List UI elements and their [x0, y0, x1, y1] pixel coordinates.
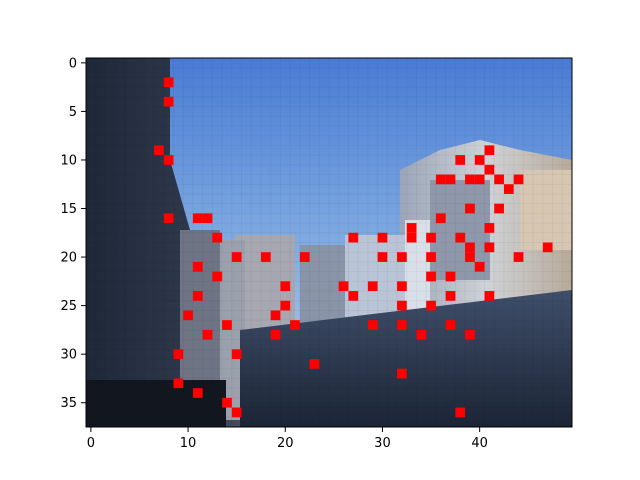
marker-point [163, 213, 174, 224]
marker-point [163, 96, 174, 107]
y-tick-label: 30 [60, 348, 77, 363]
marker-point [192, 388, 203, 398]
marker-point [183, 310, 193, 321]
marker-point [484, 223, 495, 233]
marker-point [474, 174, 485, 185]
y-tick-label: 5 [69, 105, 77, 120]
marker-point [513, 174, 524, 185]
y-tick-label: 20 [60, 251, 77, 266]
marker-point [416, 329, 427, 340]
marker-point [503, 184, 514, 194]
marker-point [270, 310, 281, 321]
marker-point [435, 213, 446, 224]
marker-point [484, 242, 495, 253]
marker-point [377, 232, 388, 243]
marker-point [338, 281, 349, 292]
marker-point [494, 174, 504, 185]
x-tick-label: 20 [277, 436, 294, 451]
marker-point [202, 329, 213, 340]
marker-point [222, 397, 232, 408]
marker-point [484, 145, 495, 156]
marker-point [202, 213, 213, 224]
marker-point [367, 281, 378, 292]
marker-point [367, 320, 378, 330]
marker-point [474, 261, 485, 272]
marker-point [377, 252, 388, 262]
marker-point [484, 164, 495, 175]
marker-point [426, 271, 436, 282]
marker-point [465, 174, 475, 185]
marker-point [348, 232, 359, 243]
y-tick-label: 35 [60, 396, 77, 411]
marker-point [309, 359, 320, 369]
marker-point [163, 155, 174, 165]
marker-point [435, 174, 446, 185]
y-axis: 0 5 10 15 20 25 30 35 [60, 56, 86, 411]
marker-point [270, 329, 281, 340]
marker-point [173, 378, 184, 389]
background-image [86, 58, 572, 427]
marker-point [445, 320, 456, 330]
marker-point [455, 407, 466, 418]
marker-point [397, 368, 407, 379]
marker-point [231, 407, 242, 418]
y-tick-label: 0 [69, 56, 77, 71]
marker-point [231, 349, 242, 360]
marker-point [484, 291, 495, 301]
marker-point [290, 320, 300, 330]
marker-point [406, 223, 417, 233]
marker-point [445, 291, 456, 301]
marker-point [192, 261, 203, 272]
marker-point [212, 232, 223, 243]
marker-point [154, 145, 164, 156]
marker-point [173, 349, 184, 360]
marker-point [426, 300, 436, 311]
marker-point [192, 291, 203, 301]
y-tick-label: 15 [60, 202, 77, 217]
marker-point [465, 329, 475, 340]
marker-point [445, 271, 456, 282]
marker-point [426, 252, 436, 262]
marker-point [455, 155, 466, 165]
marker-point [397, 320, 407, 330]
marker-point [494, 203, 504, 214]
marker-point [163, 77, 174, 88]
marker-point [260, 252, 271, 262]
marker-point [426, 232, 436, 243]
marker-point [455, 232, 466, 243]
marker-point [222, 320, 232, 330]
marker-point [465, 203, 475, 214]
x-tick-label: 0 [87, 436, 95, 451]
marker-point [212, 271, 223, 282]
marker-point [397, 281, 407, 292]
marker-point [406, 232, 417, 243]
marker-point [192, 213, 203, 224]
marker-point [397, 252, 407, 262]
marker-layer [154, 77, 553, 418]
x-tick-label: 40 [471, 436, 488, 451]
x-tick-label: 10 [180, 436, 197, 451]
marker-point [231, 252, 242, 262]
marker-point [280, 281, 291, 292]
y-tick-label: 10 [60, 153, 77, 168]
marker-point [280, 300, 291, 311]
x-tick-label: 30 [374, 436, 391, 451]
y-tick-label: 25 [60, 299, 77, 314]
plot-frame [85, 57, 573, 428]
marker-point [465, 252, 475, 262]
marker-point [513, 252, 524, 262]
marker-point [542, 242, 553, 253]
marker-point [299, 252, 310, 262]
marker-point [445, 174, 456, 185]
marker-point [465, 242, 475, 253]
x-axis: 0 10 20 30 40 [87, 427, 488, 451]
marker-point [397, 300, 407, 311]
marker-point [348, 291, 359, 301]
marker-point [474, 155, 485, 165]
